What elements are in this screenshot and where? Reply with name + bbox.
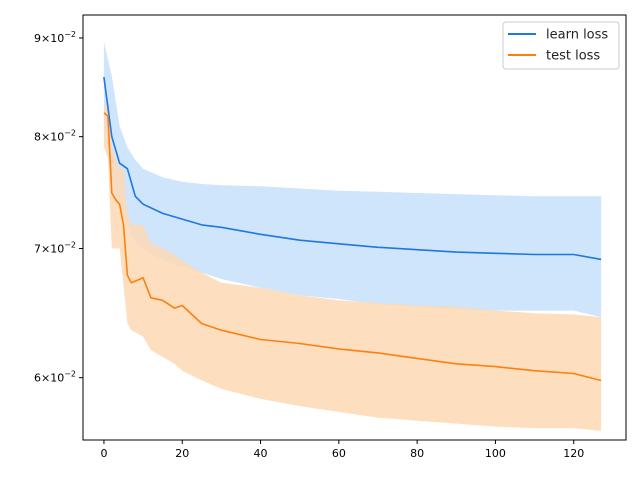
x-tick-label: 80 <box>410 447 424 460</box>
line-learn-loss <box>103 76 602 261</box>
legend: learn loss test loss <box>502 21 620 70</box>
legend-label-learn-loss: learn loss <box>546 28 608 43</box>
x-tick-label: 20 <box>175 447 189 460</box>
y-tick-label: 6×10−2 <box>34 370 76 385</box>
x-tick-label: 40 <box>254 447 268 460</box>
y-tick-label: 7×10−2 <box>34 241 76 256</box>
legend-label-test-loss: test loss <box>546 49 600 64</box>
y-tick-label: 9×10−2 <box>34 30 76 45</box>
x-tick-label: 60 <box>332 447 346 460</box>
x-tick-label: 0 <box>100 447 107 460</box>
confidence-bands <box>103 41 602 432</box>
band-learn-loss <box>103 41 602 318</box>
series-lines <box>103 76 602 382</box>
y-tick-label: 8×10−2 <box>34 129 76 144</box>
x-axis: 0 20 40 60 80 100 120 <box>100 440 584 460</box>
x-tick-label: 100 <box>485 447 506 460</box>
plot-frame <box>82 14 627 441</box>
band-test-loss <box>103 105 602 432</box>
y-axis: 6×10−2 7×10−2 8×10−2 9×10−2 <box>34 30 83 385</box>
x-tick-label: 120 <box>563 447 584 460</box>
line-test-loss <box>103 112 602 382</box>
